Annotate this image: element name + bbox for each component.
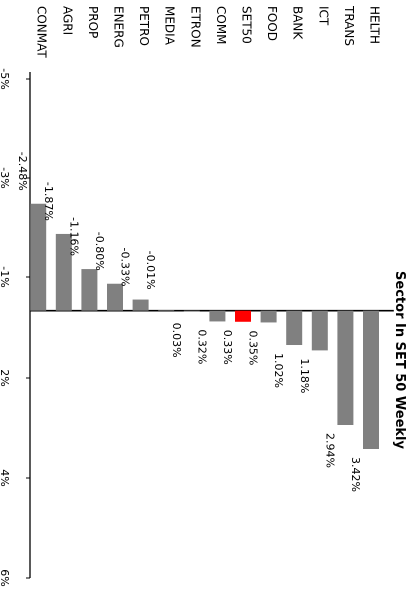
bar bbox=[235, 310, 251, 322]
data-label: 3.42% bbox=[349, 457, 362, 492]
data-label: 0.33% bbox=[221, 330, 234, 365]
category-label: MEDIA bbox=[163, 6, 177, 46]
data-label: -0.01% bbox=[144, 251, 157, 290]
data-labels: 3.42% 2.94% 1.18% 1.02% 0.35% 0.33% 0.32% 0.03%… bbox=[16, 152, 362, 492]
bar bbox=[132, 299, 149, 311]
data-label: 1.02% bbox=[272, 353, 285, 388]
bar bbox=[209, 310, 226, 322]
bar bbox=[107, 283, 123, 311]
category-label: ICT bbox=[316, 6, 330, 26]
category-label: AGRI bbox=[60, 6, 74, 35]
bar bbox=[158, 310, 175, 311]
value-tick-label: 2% bbox=[0, 369, 11, 386]
bars-group bbox=[30, 203, 379, 449]
data-label: 1.18% bbox=[298, 358, 311, 393]
category-label: COMM bbox=[214, 6, 228, 45]
category-label: CONMAT bbox=[35, 6, 49, 58]
bar bbox=[311, 310, 328, 351]
chart-title: Sector In SET 50 Weekly bbox=[392, 271, 407, 449]
data-label: -2.48% bbox=[16, 152, 29, 191]
bar bbox=[363, 310, 379, 449]
value-tick-label: -1% bbox=[0, 266, 11, 287]
data-label: 0.32% bbox=[195, 329, 208, 364]
data-label: -0.33% bbox=[119, 248, 132, 287]
bar bbox=[260, 310, 277, 323]
data-label: 0.35% bbox=[247, 330, 260, 365]
bar bbox=[337, 310, 354, 425]
value-ticks: -5% -3% -1% 2% 4% 6% bbox=[0, 68, 30, 587]
category-label: SET50 bbox=[240, 6, 254, 44]
category-label: PETRO bbox=[137, 6, 151, 46]
data-label: -1.87% bbox=[42, 182, 55, 221]
value-tick-label: -3% bbox=[0, 167, 11, 188]
category-label: PROP bbox=[86, 6, 100, 38]
plot-area: -5% -3% -1% 2% 4% 6% HELTH TRANS ICT BANK FOOD SET… bbox=[0, 5, 394, 587]
category-label: ETRON bbox=[188, 6, 202, 48]
category-label: ENERG bbox=[112, 6, 126, 48]
bar bbox=[183, 310, 200, 312]
data-label: 2.94% bbox=[323, 433, 336, 468]
bar bbox=[286, 310, 303, 346]
bar bbox=[81, 269, 98, 311]
value-tick-label: 6% bbox=[0, 569, 11, 586]
value-tick-label: 4% bbox=[0, 469, 11, 486]
data-label: 0.03% bbox=[170, 323, 183, 358]
category-label: HELTH bbox=[368, 6, 382, 44]
category-label: FOOD bbox=[265, 6, 279, 41]
category-labels: HELTH TRANS ICT BANK FOOD SET50 COMM ETRON MEDIA… bbox=[35, 5, 382, 58]
category-label: BANK bbox=[291, 6, 305, 40]
bar bbox=[55, 233, 72, 311]
category-label: TRANS bbox=[342, 5, 356, 46]
value-tick-label: -5% bbox=[0, 68, 11, 89]
data-label: -1.16% bbox=[67, 217, 80, 256]
data-label: -0.80% bbox=[93, 232, 106, 271]
bar bbox=[30, 203, 47, 311]
